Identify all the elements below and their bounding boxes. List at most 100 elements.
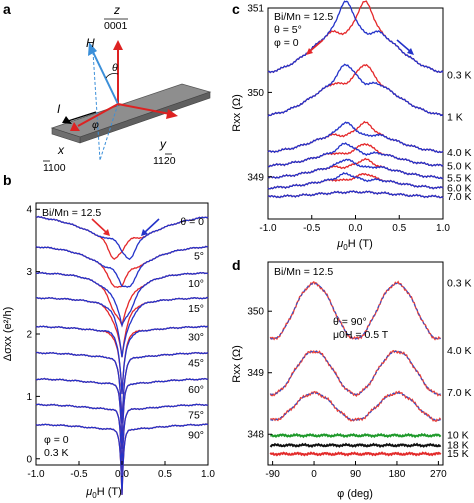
chart-d-series xyxy=(269,349,442,398)
current-arrow xyxy=(67,111,97,122)
chart-b-series-label: θ = 0 xyxy=(180,216,204,228)
chart-b-annotation-temp: 0.3 K xyxy=(44,447,69,459)
chart-b-sweep-up-arrow xyxy=(91,218,108,234)
chart-c-annotation-2: θ = 5° xyxy=(274,24,302,36)
chart-b-sweep-down-head xyxy=(141,229,148,236)
chart-b-series-down xyxy=(35,215,209,261)
chart-c-sweep-up-arrow xyxy=(308,39,324,53)
y-axis xyxy=(117,103,171,115)
chart-d-series-label: 7.0 K xyxy=(447,387,472,399)
chart-b-xtick-label: 0.0 xyxy=(115,469,129,480)
chart-c-series-label: 4.0 K xyxy=(447,147,472,159)
chart-c: 0.3 K 1 K 4.0 K 5.0 K5.5 K6.0 K7.0 K -1.0 -0… xyxy=(231,0,472,252)
chart-c-sweep-down-arrow xyxy=(396,39,412,53)
x-axis xyxy=(77,103,119,127)
chart-d-series-label: 18 K xyxy=(447,439,469,451)
current-arrowhead xyxy=(62,116,72,124)
panel-label-c: c xyxy=(232,1,240,17)
chart-c-annotation-3: φ = 0 xyxy=(274,37,299,49)
chart-b-sweep-up-head xyxy=(103,229,110,236)
chart-b-ylabel: Δσxx (e²/h) xyxy=(2,307,14,361)
chart-c-sweep-down-head xyxy=(407,48,414,55)
chart-c-series-down xyxy=(267,63,444,117)
chart-d: 0.3 K 4.0 K 7.0 K 10 K18 K15 K -90 0 90 180 270… xyxy=(231,261,472,500)
chart-b-series-down xyxy=(35,271,209,328)
chart-c-xlabel-prefix: μ xyxy=(336,238,343,250)
chart-b-ytick-label: 3 xyxy=(26,267,32,278)
chart-b-series-down xyxy=(36,296,209,358)
chart-d-ylabel: Rxx (Ω) xyxy=(231,345,243,383)
chart-b-series-down xyxy=(35,245,209,288)
chart-d-series xyxy=(269,451,442,457)
panel-label-b: b xyxy=(3,172,12,188)
chart-c-series-label: 6.0 K xyxy=(447,183,472,195)
chart-d-series-fit xyxy=(270,282,441,340)
chart-c-ytick-label: 349 xyxy=(247,172,264,183)
chart-b: θ = 0 5° 10° 15° 30° 45° 60° 75° 90° -1.0 -0.5 0.0… xyxy=(2,202,215,500)
chart-d-series xyxy=(270,432,442,439)
chart-b-series-label: 90° xyxy=(188,429,204,441)
chart-c-series-down xyxy=(267,158,444,180)
chart-b-xlabel-sub: 0 xyxy=(92,491,97,500)
chart-c-series-label: 5.5 K xyxy=(447,172,472,184)
chart-d-ytick-label: 348 xyxy=(247,430,264,441)
h-label: H xyxy=(86,36,95,50)
chart-c-series-down xyxy=(267,142,444,168)
chart-c-xtick-label: 0.0 xyxy=(349,223,363,234)
chart-b-series-label: 30° xyxy=(188,332,204,344)
chart-c-series-down xyxy=(267,0,444,74)
chart-c-series-down xyxy=(267,190,444,199)
x-arrowhead xyxy=(70,122,80,131)
c-axis-label: 0001 xyxy=(104,20,128,32)
h-projection xyxy=(92,51,101,161)
chart-c-xtick-label: 1.0 xyxy=(436,223,450,234)
chart-c-marks: 0.3 K 1 K 4.0 K 5.0 K5.5 K6.0 K7.0 K xyxy=(267,0,472,203)
chart-b-ytick-label: 2 xyxy=(26,330,32,341)
z-arrowhead xyxy=(113,40,123,50)
chart-b-series-label: 60° xyxy=(188,384,204,396)
chart-d-ticks: -90 0 90 180 270 348 349 350 xyxy=(247,307,447,480)
chart-d-series-fit xyxy=(270,392,441,421)
y-label: y xyxy=(159,137,167,151)
z-label: z xyxy=(113,3,120,17)
chart-b-series-down xyxy=(35,423,209,495)
chart-d-series-label: 0.3 K xyxy=(447,278,472,290)
sample-slab-side xyxy=(51,127,81,144)
chart-c-xtick-label: -1.0 xyxy=(259,223,277,234)
chart-c-xtick-label: -0.5 xyxy=(303,223,321,234)
y-arrowhead xyxy=(166,109,178,119)
chart-d-annotation-field: μ0H = 0.5 T xyxy=(333,329,389,341)
chart-d-series xyxy=(269,442,442,448)
chart-c-series-label: 0.3 K xyxy=(447,70,472,82)
theta-arc xyxy=(105,73,119,79)
chart-d-series-fit xyxy=(270,350,441,395)
chart-d-marks: 0.3 K 4.0 K 7.0 K 10 K18 K15 K xyxy=(269,278,472,460)
chart-c-ticks: -1.0 -0.5 0.0 0.5 1.0 349 350 351 xyxy=(247,4,450,235)
x-label: x xyxy=(57,143,65,157)
chart-d-annotation-theta: θ = 90° xyxy=(333,316,367,328)
theta-label: θ xyxy=(112,62,118,74)
chart-d-series-label: 15 K xyxy=(447,448,469,460)
chart-c-ytick-label: 351 xyxy=(247,4,264,15)
chart-b-xlabel: μ0H (T) xyxy=(85,486,122,500)
chart-b-xlabel-suffix: H (T) xyxy=(97,486,122,498)
chart-d-ytick-label: 350 xyxy=(247,307,264,318)
h-arrowhead xyxy=(88,42,97,56)
chart-d-series-label: 4.0 K xyxy=(447,345,472,357)
chart-b-xtick-label: 0.5 xyxy=(158,469,172,480)
chart-b-series-label: 45° xyxy=(188,358,204,370)
phi-label: φ xyxy=(92,119,99,131)
chart-b-series-label: 75° xyxy=(188,409,204,421)
chart-b-annotation-phi: φ = 0 xyxy=(44,434,69,446)
chart-b-ytick-label: 1 xyxy=(26,392,32,403)
chart-c-series-label: 1 K xyxy=(447,112,463,124)
panel-label-d: d xyxy=(232,257,241,273)
schematic-panel: z 0001 H θ φ I x 1100 y 1120 xyxy=(43,3,212,174)
chart-b-xlabel-prefix: μ xyxy=(85,486,92,498)
chart-d-xlabel: φ (deg) xyxy=(337,488,373,500)
chart-c-ytick-label: 350 xyxy=(247,88,264,99)
chart-c-sweep-up-head xyxy=(306,48,313,55)
x-direction-label: 1100 xyxy=(43,162,66,174)
chart-b-series-label: 10° xyxy=(188,278,204,290)
